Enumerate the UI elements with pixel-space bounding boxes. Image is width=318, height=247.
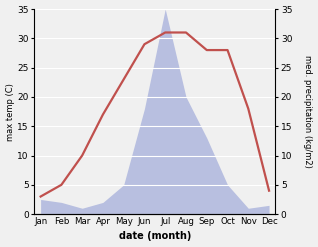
Y-axis label: med. precipitation (kg/m2): med. precipitation (kg/m2)	[303, 55, 313, 168]
Y-axis label: max temp (C): max temp (C)	[5, 83, 15, 141]
X-axis label: date (month): date (month)	[119, 231, 191, 242]
